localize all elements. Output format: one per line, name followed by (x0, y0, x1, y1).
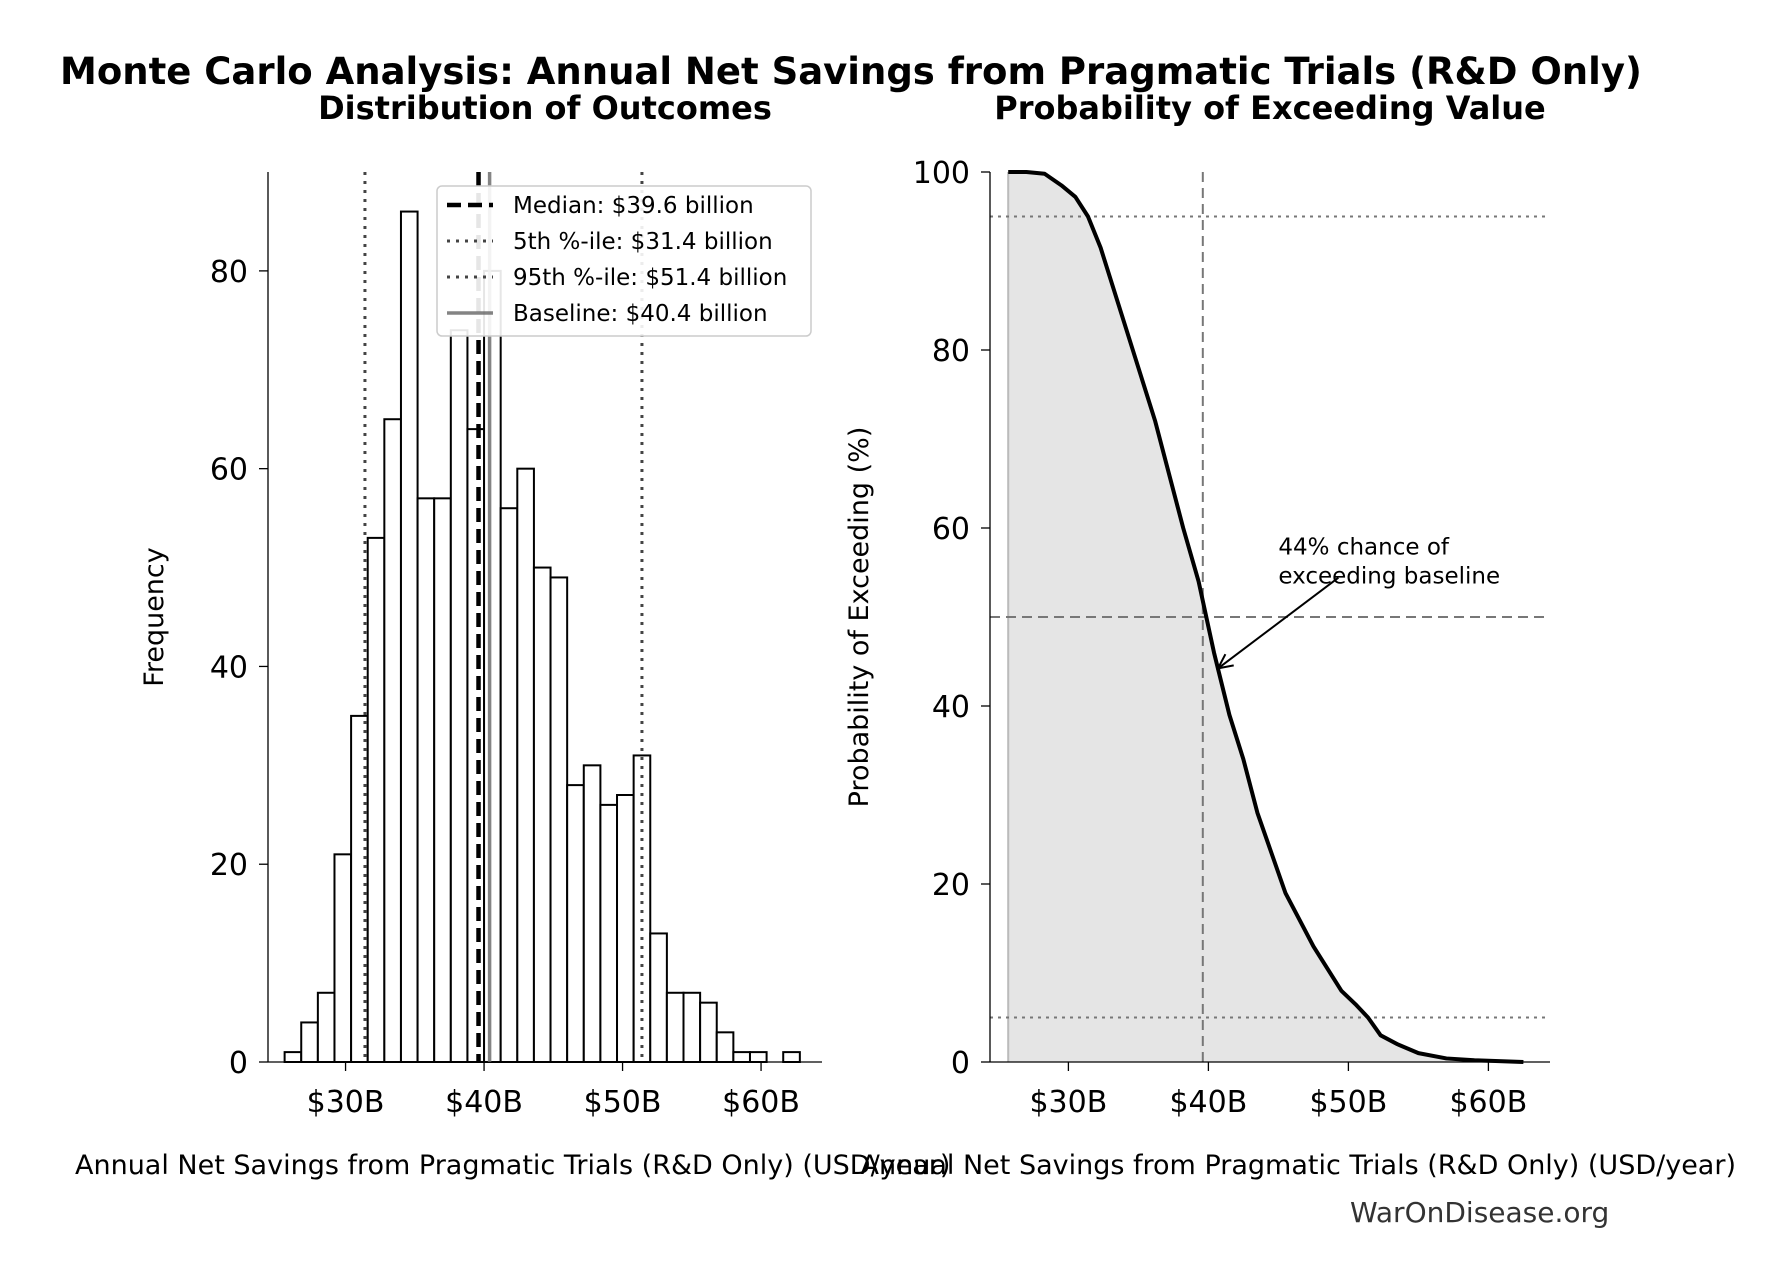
exceedance-curve (1008, 170, 1524, 1064)
histogram-y-axis-label: Frequency (139, 547, 170, 687)
histogram-bar (616, 794, 635, 1063)
exceedance-y-axis-label: Probability of Exceeding (%) (844, 427, 875, 808)
histogram-bar (449, 329, 469, 1063)
histogram-bar (283, 1051, 303, 1063)
histogram-bar (682, 991, 702, 1063)
exceedance-subtitle: Probability of Exceeding Value (994, 89, 1546, 127)
y-tick-label: 60 (932, 512, 970, 547)
x-tick-label: $30B (1029, 1085, 1107, 1120)
histogram-bar (782, 1051, 801, 1063)
histogram-bar (599, 803, 619, 1064)
histogram-bar (748, 1051, 768, 1063)
histogram-bar (516, 467, 535, 1063)
x-tick-label: $40B (1169, 1085, 1247, 1120)
legend-box (436, 185, 812, 337)
y-tick-label: 80 (932, 334, 970, 369)
annotation-arrowhead (1216, 653, 1234, 670)
histogram-bar (732, 1051, 751, 1063)
histogram-bar (383, 418, 402, 1063)
legend-label: Median: $39.6 billion (513, 193, 754, 219)
legend-label: 95th %-ile: $51.4 billion (513, 265, 787, 291)
y-tick-label: 100 (913, 156, 970, 191)
histogram-bar (399, 210, 419, 1064)
y-tick-label: 20 (932, 868, 970, 903)
histogram-bar (532, 566, 552, 1063)
y-tick-label: 0 (229, 1046, 248, 1081)
y-tick-label: 80 (210, 255, 248, 290)
y-tick-label: 40 (210, 650, 248, 685)
histogram-bar (333, 853, 353, 1063)
x-tick-label: $30B (307, 1085, 385, 1120)
y-tick-label: 40 (932, 690, 970, 725)
y-tick-label: 20 (210, 848, 248, 883)
histogram-bar (316, 991, 336, 1063)
x-tick-label: $60B (1449, 1085, 1527, 1120)
histogram-bar (416, 497, 436, 1064)
watermark: WarOnDisease.org (1350, 1196, 1609, 1229)
histogram-bar (632, 754, 652, 1063)
annotation-text: exceeding baseline (1278, 564, 1500, 590)
y-tick-label: 60 (210, 453, 248, 488)
histogram-bar (715, 1031, 735, 1064)
histogram-bar (549, 576, 569, 1063)
exceedance-x-axis-label: Annual Net Savings from Pragmatic Trials… (861, 1150, 1736, 1181)
histogram-legend: Median: $39.6 billion 5th %-ile: $31.4 bi… (436, 185, 812, 337)
histogram-bar (566, 784, 585, 1063)
histogram-subtitle: Distribution of Outcomes (318, 89, 772, 127)
legend-label: Baseline: $40.4 billion (513, 301, 768, 327)
x-tick-label: $40B (445, 1085, 523, 1120)
histogram-bar (433, 497, 452, 1064)
histogram-panel: Distribution of Outcomes $30B $40B $50B $60B… (75, 89, 950, 1181)
figure-title: Monte Carlo Analysis: Annual Net Savings… (60, 50, 1642, 93)
exceedance-area (1008, 172, 1524, 1062)
annotation-text: 44% chance of (1278, 535, 1450, 561)
x-tick-label: $60B (722, 1085, 800, 1120)
histogram-bar (366, 536, 386, 1063)
histogram-bar (483, 269, 502, 1063)
histogram-bar (582, 764, 602, 1063)
y-tick-label: 0 (951, 1046, 970, 1081)
exceedance-panel: Probability of Exceeding Value $30B $40B $5… (844, 89, 1736, 1181)
histogram-bar (466, 428, 486, 1064)
x-tick-label: $50B (1309, 1085, 1387, 1120)
histogram-bar (499, 507, 519, 1063)
histogram-bar (699, 1001, 718, 1064)
annotation-arrow (1217, 576, 1340, 670)
x-tick-label: $50B (584, 1085, 662, 1120)
histogram-x-axis-label: Annual Net Savings from Pragmatic Trials… (75, 1150, 950, 1181)
histogram-bar (649, 932, 668, 1064)
histogram-bar (300, 1021, 319, 1064)
histogram-bar (665, 991, 685, 1063)
legend-label: 5th %-ile: $31.4 billion (513, 229, 773, 255)
